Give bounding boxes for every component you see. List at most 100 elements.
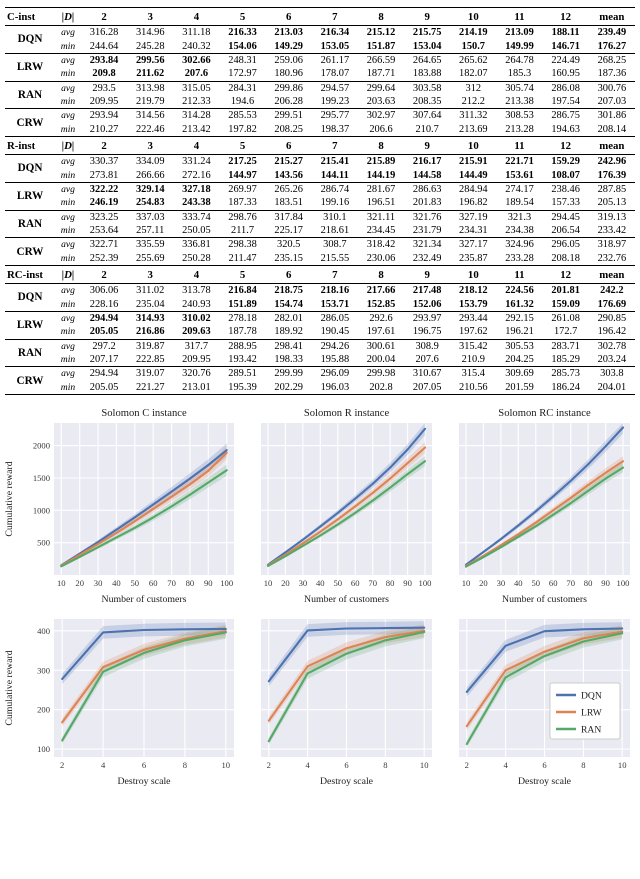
- value-cell: 208.25: [265, 122, 312, 137]
- value-cell: 144.19: [357, 168, 405, 183]
- value-cell: 303.58: [412, 82, 442, 94]
- x-tick-label: 70: [566, 578, 575, 588]
- value-cell: 213.28: [496, 122, 543, 137]
- value-cell: 216.17: [412, 156, 442, 168]
- table-row: RAN avg 293.5 313.98 315.05 284.31 299.86 294.5…: [5, 81, 635, 110]
- value-cell: 176.27: [588, 39, 635, 54]
- value-cell: 213.42: [173, 122, 220, 137]
- stat-label: avg: [61, 27, 75, 39]
- x-tick-label: 10: [57, 578, 66, 588]
- x-tick-label: 90: [601, 578, 610, 588]
- table-row: min 253.64 257.11 250.05 211.7 225.17 218.61 23…: [5, 223, 635, 239]
- series-ran-line: [61, 631, 227, 742]
- x-tick-label: 80: [186, 578, 195, 588]
- stat-label: avg: [61, 82, 75, 94]
- table-row: min 205.05 216.86 209.63 187.78 189.92 190.45 1…: [5, 325, 635, 340]
- x-tick-label: 10: [618, 760, 627, 770]
- value-cell: 238.46: [551, 183, 580, 195]
- value-cell: 201.83: [404, 196, 451, 211]
- value-cell: 199.23: [311, 94, 358, 110]
- value-cell: 228.16: [81, 297, 128, 312]
- value-cell: 205.05: [81, 325, 128, 340]
- value-cell: 310.1: [323, 211, 347, 223]
- value-cell: 144.58: [404, 168, 451, 183]
- column-header: 4: [173, 265, 220, 284]
- value-cell: 292.6: [369, 312, 393, 324]
- value-cell: 240.93: [173, 297, 220, 312]
- value-cell: 213.69: [450, 122, 497, 137]
- method-name: RAN: [5, 81, 55, 110]
- method-name: DQN: [5, 25, 55, 54]
- value-cell: 201.81: [551, 285, 580, 297]
- table-row: min 246.19 254.83 243.38 187.33 183.51 199.16 1…: [5, 196, 635, 211]
- value-cell: 265.62: [459, 54, 488, 66]
- value-cell: 299.86: [274, 82, 303, 94]
- method-name: CRW: [5, 108, 55, 137]
- value-cell: 317.7: [184, 340, 209, 352]
- x-tick-label: 20: [479, 578, 488, 588]
- value-cell: 215.75: [412, 27, 442, 39]
- column-header: 10: [450, 136, 497, 155]
- stat-label: min: [55, 380, 81, 395]
- column-header: 2: [81, 265, 128, 284]
- value-cell: 311.02: [136, 285, 165, 297]
- series-lrw-line: [267, 629, 426, 722]
- value-cell: 288.95: [228, 340, 257, 352]
- value-cell: 202.29: [265, 380, 312, 395]
- value-cell: 309.69: [505, 368, 534, 380]
- value-cell: 183.51: [265, 196, 312, 211]
- table-row: LRW avg 293.84 299.56 302.66 248.31 259.06 261.…: [5, 53, 635, 82]
- value-cell: 208.14: [588, 122, 635, 137]
- value-cell: 153.79: [450, 297, 497, 312]
- table-row: min 205.05 221.27 213.01 195.39 202.29 196.03 2…: [5, 380, 635, 395]
- value-cell: 215.55: [311, 251, 358, 266]
- column-header: mean: [588, 265, 635, 284]
- value-cell: 204.25: [496, 352, 543, 368]
- column-header: 4: [173, 7, 220, 26]
- value-cell: 232.76: [588, 251, 635, 266]
- value-cell: 212.2: [450, 94, 497, 110]
- value-cell: 196.51: [357, 196, 405, 211]
- value-cell: 204.01: [588, 380, 635, 395]
- value-cell: 214.19: [459, 27, 488, 39]
- column-header: 2: [81, 136, 128, 155]
- value-cell: 294.94: [89, 368, 119, 380]
- value-cell: 329.14: [135, 183, 165, 195]
- line-chart-2: 10 20 30 40 50 60 70 80 90 100 Solomon RC instance…: [459, 408, 630, 605]
- method-name: CRW: [5, 366, 55, 395]
- value-cell: 323.25: [89, 211, 119, 223]
- stat-label: min: [55, 297, 81, 312]
- value-cell: 264.65: [412, 54, 442, 66]
- x-tick-label: 2: [465, 760, 469, 770]
- d-size-header: |D|: [55, 7, 81, 26]
- value-cell: 242.2: [600, 285, 624, 297]
- line-chart-3: 2 4 6 8 10 100 200 300 400 Destroy scale Cumulativ…: [4, 619, 234, 787]
- value-cell: 231.79: [404, 223, 451, 239]
- value-cell: 207.6: [173, 67, 220, 82]
- value-cell: 308.9: [415, 340, 439, 352]
- column-header: 2: [81, 7, 128, 26]
- stat-label: min: [55, 67, 81, 82]
- column-header: 7: [311, 136, 358, 155]
- column-header: 6: [265, 265, 312, 284]
- x-axis-label: Number of customers: [502, 594, 587, 605]
- value-cell: 108.07: [542, 168, 589, 183]
- value-cell: 233.42: [588, 223, 635, 239]
- value-cell: 322.22: [89, 183, 119, 195]
- value-cell: 207.6: [404, 352, 451, 368]
- value-cell: 335.59: [135, 239, 165, 251]
- value-cell: 248.31: [228, 54, 257, 66]
- value-cell: 282.01: [274, 312, 303, 324]
- stat-label: avg: [61, 54, 75, 66]
- value-cell: 197.82: [219, 122, 266, 137]
- value-cell: 154.74: [265, 297, 312, 312]
- line-chart-0: 10 20 30 40 50 60 70 80 90 100 500 1000 1500 2000 Solo…: [4, 408, 234, 605]
- value-cell: 207.17: [81, 352, 128, 368]
- value-cell: 298.41: [274, 340, 303, 352]
- value-cell: 246.19: [81, 196, 128, 211]
- stat-label: min: [55, 39, 81, 54]
- value-cell: 161.32: [496, 297, 543, 312]
- value-cell: 250.28: [173, 251, 220, 266]
- series-lrw-line: [266, 446, 427, 567]
- x-tick-label: 2: [267, 760, 271, 770]
